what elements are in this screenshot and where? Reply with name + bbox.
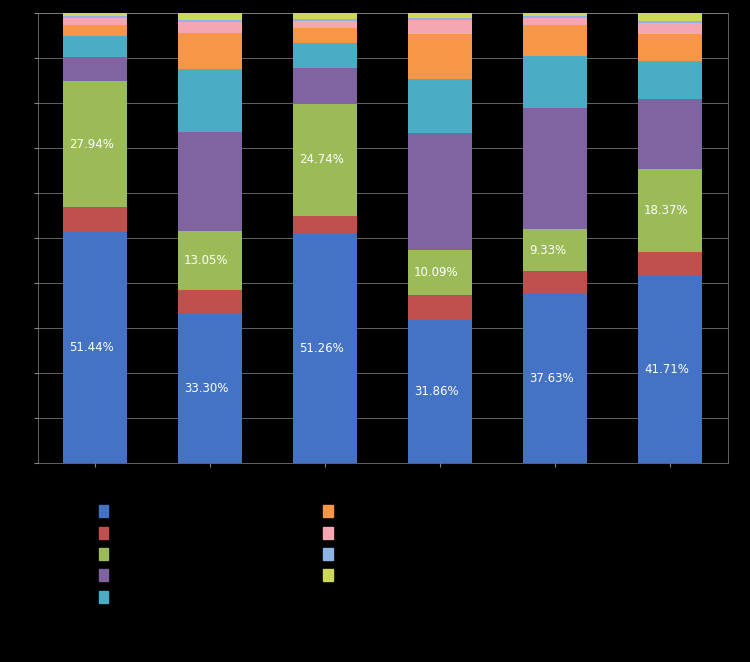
Bar [63,13,127,16]
Bar [63,19,127,25]
Bar [524,13,586,16]
Bar [293,104,357,216]
Bar [293,216,357,232]
Bar [524,18,586,24]
Text: 41.71%: 41.71% [644,363,689,376]
Bar [524,24,586,56]
Bar [408,34,472,79]
Text: 27.94%: 27.94% [69,138,114,151]
Bar [178,290,242,314]
Bar [178,20,242,22]
Bar [178,132,242,231]
Bar [408,79,472,133]
Bar [524,56,586,108]
Bar [638,99,702,169]
Bar [408,21,472,34]
Text: 51.26%: 51.26% [299,342,344,355]
Text: 18.37%: 18.37% [644,204,688,217]
Bar [63,36,127,56]
Bar [293,44,357,68]
Bar [178,22,242,33]
Text: 24.74%: 24.74% [299,154,344,166]
Bar [63,56,127,81]
Bar [408,295,472,320]
Bar [638,21,702,23]
Bar [408,18,472,21]
Bar [408,320,472,463]
Text: 31.86%: 31.86% [414,385,459,398]
Bar [293,13,357,19]
Bar [178,231,242,290]
Bar [293,28,357,44]
Bar [293,19,357,21]
Bar [638,13,702,21]
Bar [178,314,242,463]
Bar [408,250,472,295]
Bar [638,34,702,61]
Bar [524,108,586,230]
Bar [638,61,702,99]
Bar [178,70,242,132]
Bar [178,13,242,20]
Bar [63,81,127,207]
Text: 9.33%: 9.33% [530,244,566,257]
Bar [408,133,472,250]
Text: 51.44%: 51.44% [69,341,114,354]
Legend: Electricity and Heat, Industry, Transport, Residential, Commercial/Public Servic: Electricity and Heat, Industry, Transpor… [98,505,455,604]
Bar [524,294,586,463]
Bar [638,169,702,252]
Text: 10.09%: 10.09% [414,266,459,279]
Bar [524,230,586,271]
Bar [63,207,127,232]
Bar [408,13,472,18]
Bar [293,232,357,463]
Bar [293,68,357,104]
Bar [63,16,127,19]
Bar [524,16,586,18]
Bar [63,25,127,36]
Bar [638,23,702,34]
Bar [293,21,357,28]
Bar [638,252,702,275]
Text: 37.63%: 37.63% [530,372,574,385]
Text: 33.30%: 33.30% [184,382,229,395]
Bar [63,232,127,463]
Bar [178,33,242,70]
Bar [524,271,586,294]
Bar [638,275,702,463]
Text: 13.05%: 13.05% [184,254,229,267]
